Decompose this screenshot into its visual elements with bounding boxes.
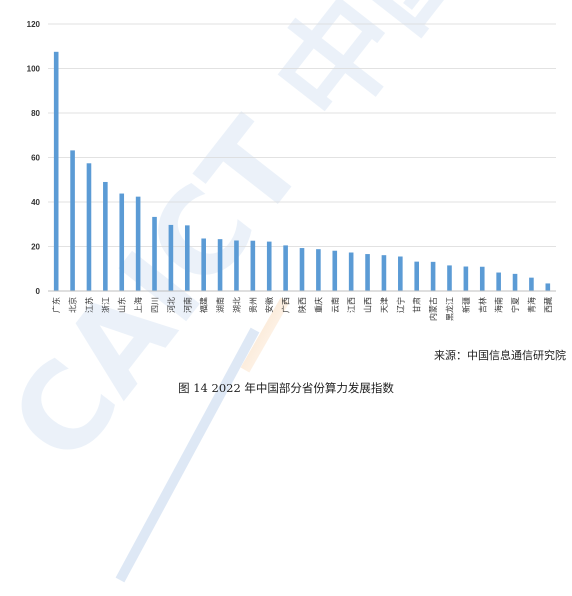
x-tick-label: 上海 bbox=[133, 297, 143, 313]
x-tick-label: 山东 bbox=[117, 297, 127, 313]
x-tick-label: 安徽 bbox=[264, 297, 274, 313]
x-tick-label: 新疆 bbox=[461, 297, 471, 313]
bar-辽宁 bbox=[398, 256, 403, 291]
x-tick-label: 甘肃 bbox=[412, 297, 422, 313]
x-tick-label: 江苏 bbox=[84, 297, 94, 313]
x-tick-label: 云南 bbox=[330, 297, 340, 313]
x-tick-label: 山西 bbox=[363, 297, 373, 313]
x-tick-label: 湖南 bbox=[215, 297, 225, 313]
bar-天津 bbox=[381, 255, 387, 291]
y-axis-ticks: 0 20 40 60 80 100 120 bbox=[27, 20, 41, 296]
bar-安徽 bbox=[266, 241, 272, 291]
figure-caption: 图 14 2022 年中国部分省份算力发展指数 bbox=[178, 381, 394, 395]
bar-福建 bbox=[201, 238, 206, 291]
bars bbox=[53, 51, 551, 291]
bar-甘肃 bbox=[414, 261, 420, 291]
x-tick-label: 重庆 bbox=[313, 297, 323, 313]
x-tick-label: 陕西 bbox=[297, 297, 307, 313]
x-tick-label: 北京 bbox=[68, 297, 78, 313]
y-tick-label: 100 bbox=[27, 65, 41, 74]
bar-吉林 bbox=[479, 266, 485, 291]
bar-云南 bbox=[332, 250, 338, 291]
bar-四川 bbox=[152, 216, 157, 291]
x-tick-label: 四川 bbox=[151, 297, 160, 313]
bar-山东 bbox=[119, 193, 125, 291]
bar-湖南 bbox=[217, 239, 223, 291]
bar-海南 bbox=[496, 272, 501, 291]
x-tick-label: 广东 bbox=[51, 297, 61, 313]
x-tick-label: 青海 bbox=[526, 297, 536, 313]
x-tick-label: 河北 bbox=[166, 297, 176, 313]
y-tick-label: 0 bbox=[36, 287, 41, 296]
x-tick-label: 黑龙江 bbox=[444, 297, 454, 321]
x-tick-label: 湖北 bbox=[232, 297, 241, 313]
bar-内蒙古 bbox=[430, 261, 436, 291]
x-tick-label: 江西 bbox=[347, 297, 356, 313]
gridlines bbox=[48, 23, 556, 247]
y-tick-label: 80 bbox=[31, 109, 40, 118]
bar-陕西 bbox=[299, 248, 305, 291]
x-tick-label: 天津 bbox=[379, 297, 389, 313]
bar-广西 bbox=[283, 245, 288, 291]
bar-chart: 0 20 40 60 80 100 120 广东 北京 江苏 浙江 山东 上海 四川 河北 河南 福建 湖南 湖北… bbox=[27, 20, 556, 321]
y-tick-label: 20 bbox=[31, 243, 40, 252]
x-tick-label: 贵州 bbox=[248, 297, 258, 313]
x-tick-label: 浙江 bbox=[100, 297, 110, 313]
bar-上海 bbox=[135, 196, 141, 291]
x-tick-label: 吉林 bbox=[477, 297, 487, 313]
x-tick-label: 辽宁 bbox=[395, 297, 405, 313]
bar-江西 bbox=[348, 252, 354, 291]
bar-重庆 bbox=[316, 249, 321, 291]
x-tick-label: 广西 bbox=[281, 297, 291, 313]
x-tick-label: 河南 bbox=[182, 297, 192, 313]
bar-湖北 bbox=[234, 240, 239, 291]
bar-江苏 bbox=[86, 163, 92, 291]
x-tick-label: 宁夏 bbox=[510, 297, 520, 313]
x-axis-category-labels: 广东 北京 江苏 浙江 山东 上海 四川 河北 河南 福建 湖南 湖北 贵州 安徽 广西 陕西 重庆 云南 江西 山西… bbox=[51, 297, 553, 321]
y-tick-label: 40 bbox=[31, 198, 40, 207]
bar-新疆 bbox=[463, 266, 469, 291]
bar-广东 bbox=[53, 51, 59, 291]
y-tick-label: 60 bbox=[31, 154, 40, 163]
watermark-stripe bbox=[115, 327, 260, 583]
bar-宁夏 bbox=[512, 273, 518, 291]
bar-西藏 bbox=[545, 283, 551, 291]
source-note: 来源：中国信息通信研究院 bbox=[434, 349, 566, 362]
bar-山西 bbox=[365, 254, 370, 291]
x-tick-label: 福建 bbox=[199, 297, 209, 313]
x-tick-label: 内蒙古 bbox=[428, 297, 438, 321]
bar-河南 bbox=[184, 225, 190, 291]
x-tick-label: 海南 bbox=[494, 297, 504, 313]
bar-北京 bbox=[70, 150, 75, 291]
y-tick-label: 120 bbox=[27, 20, 41, 29]
bar-黑龙江 bbox=[447, 265, 452, 291]
bar-浙江 bbox=[103, 181, 108, 291]
x-tick-label: 西藏 bbox=[543, 297, 553, 313]
bar-贵州 bbox=[250, 240, 256, 291]
bar-青海 bbox=[529, 277, 534, 291]
bar-河北 bbox=[168, 224, 174, 291]
